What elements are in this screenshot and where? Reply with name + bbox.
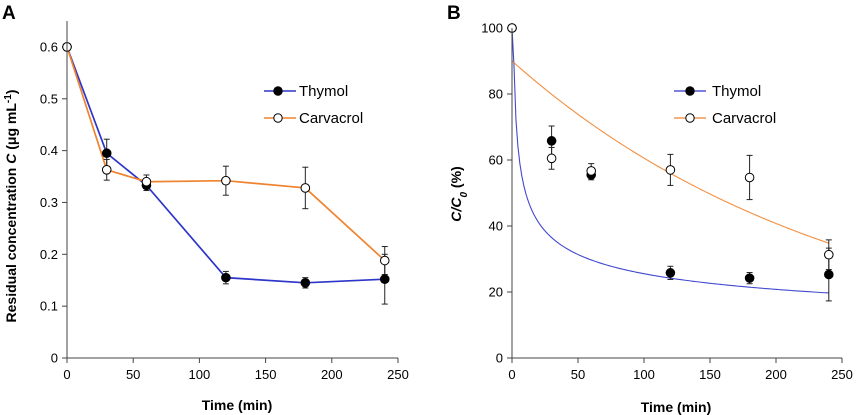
point-carvacrol: [744, 172, 755, 183]
a-x-tick-label: 100: [189, 367, 211, 382]
point-thymol: [824, 269, 834, 280]
panel-a-x-ticks: 0 50 100 150 200 250: [63, 358, 409, 382]
b-y-tick-label: 40: [489, 219, 503, 234]
series-line-thymol: [66, 46, 385, 284]
legend-thymol-label: Thymol: [299, 83, 348, 100]
b-x-tick-label: 200: [765, 367, 787, 382]
point-carvacrol: [824, 249, 834, 260]
b-y-tick-label: 60: [489, 153, 503, 168]
panel-a-legend: Thymol Carvacrol: [264, 83, 363, 127]
panel-a-letter: A: [2, 3, 16, 24]
panel-b: B 0 20 40 60 80 100 0 50 100 150 200 250 Time (min…: [447, 3, 853, 415]
point-carvacrol: [101, 164, 112, 175]
panel-a-data: [62, 42, 390, 305]
panel-a-y-label: Residual concentration C (μg mL-1): [3, 90, 20, 323]
b-x-tick-label: 150: [699, 367, 721, 382]
point-thymol: [379, 274, 390, 284]
panel-a-x-label: Time (min): [202, 397, 273, 413]
legend-b-thymol-label: Thymol: [712, 83, 761, 100]
b-x-tick-label: 0: [508, 367, 515, 382]
panel-b-data: [507, 23, 834, 302]
panel-b-legend: Thymol Carvacrol: [674, 83, 776, 127]
a-x-tick-label: 150: [255, 367, 277, 382]
a-y-tick-label: 0.6: [40, 39, 58, 54]
point-carvacrol: [586, 166, 597, 176]
point-carvacrol: [379, 255, 390, 266]
panel-a-y-ticks: 0 0.1 0.2 0.3 0.4 0.5 0.6: [40, 39, 67, 366]
a-y-tick-label: 0.2: [40, 247, 58, 262]
panel-b-y-label: C/C0 (%): [448, 166, 470, 221]
a-y-tick-label: 0.5: [40, 91, 58, 106]
panel-a: A 0 0.1 0.2 0.3 0.4 0.5 0.6 0 50 100 150 200 250 Ti…: [2, 3, 409, 413]
point-carvacrol: [141, 176, 152, 187]
point-thymol: [101, 148, 112, 159]
panel-b-letter: B: [447, 3, 461, 24]
panel-b-x-ticks: 0 50 100 150 200 250: [508, 358, 853, 382]
panel-b-legend-thymol: Thymol: [674, 83, 761, 100]
legend-carvacrol-label: Carvacrol: [299, 110, 363, 127]
point-carvacrol: [665, 165, 676, 175]
panel-b-y-ticks: 0 20 40 60 80 100: [481, 21, 512, 366]
legend-thymol-marker: [273, 86, 283, 96]
panel-a-legend-thymol: Thymol: [264, 83, 348, 100]
point-thymol: [665, 268, 676, 278]
point-carvacrol: [300, 183, 311, 193]
point-carvacrol: [546, 153, 557, 164]
a-y-tick-label: 0.1: [40, 299, 58, 314]
b-y-tick-label: 20: [489, 285, 503, 300]
a-x-tick-label: 200: [321, 367, 343, 382]
a-x-tick-label: 250: [387, 367, 409, 382]
a-x-tick-label: 50: [126, 367, 140, 382]
series-line-carvacrol: [66, 46, 386, 262]
b-x-tick-label: 250: [831, 367, 853, 382]
panel-b-legend-carvacrol: Carvacrol: [674, 110, 776, 127]
b-x-tick-label: 50: [571, 367, 585, 382]
point-thymol: [221, 272, 231, 283]
panel-a-legend-carvacrol: Carvacrol: [264, 110, 363, 127]
legend-b-carvacrol-marker: [685, 113, 695, 123]
b-y-tick-label: 100: [481, 21, 503, 36]
b-y-tick-label: 0: [496, 351, 503, 366]
legend-carvacrol-marker: [273, 113, 283, 123]
legend-b-thymol-marker: [685, 86, 695, 96]
a-x-tick-label: 0: [63, 367, 70, 382]
point-carvacrol: [221, 175, 231, 186]
point-thymol: [546, 136, 557, 146]
point-thymol: [300, 278, 311, 288]
b-x-tick-label: 100: [633, 367, 655, 382]
legend-b-carvacrol-label: Carvacrol: [712, 110, 776, 127]
fit-curve-carvacrol: [511, 60, 829, 244]
point-thymol: [744, 273, 755, 283]
panel-b-x-label: Time (min): [641, 399, 712, 415]
a-y-tick-label: 0: [51, 351, 58, 366]
b-y-tick-label: 80: [489, 87, 503, 102]
a-y-tick-label: 0.3: [40, 195, 58, 210]
a-y-tick-label: 0.4: [40, 143, 58, 158]
